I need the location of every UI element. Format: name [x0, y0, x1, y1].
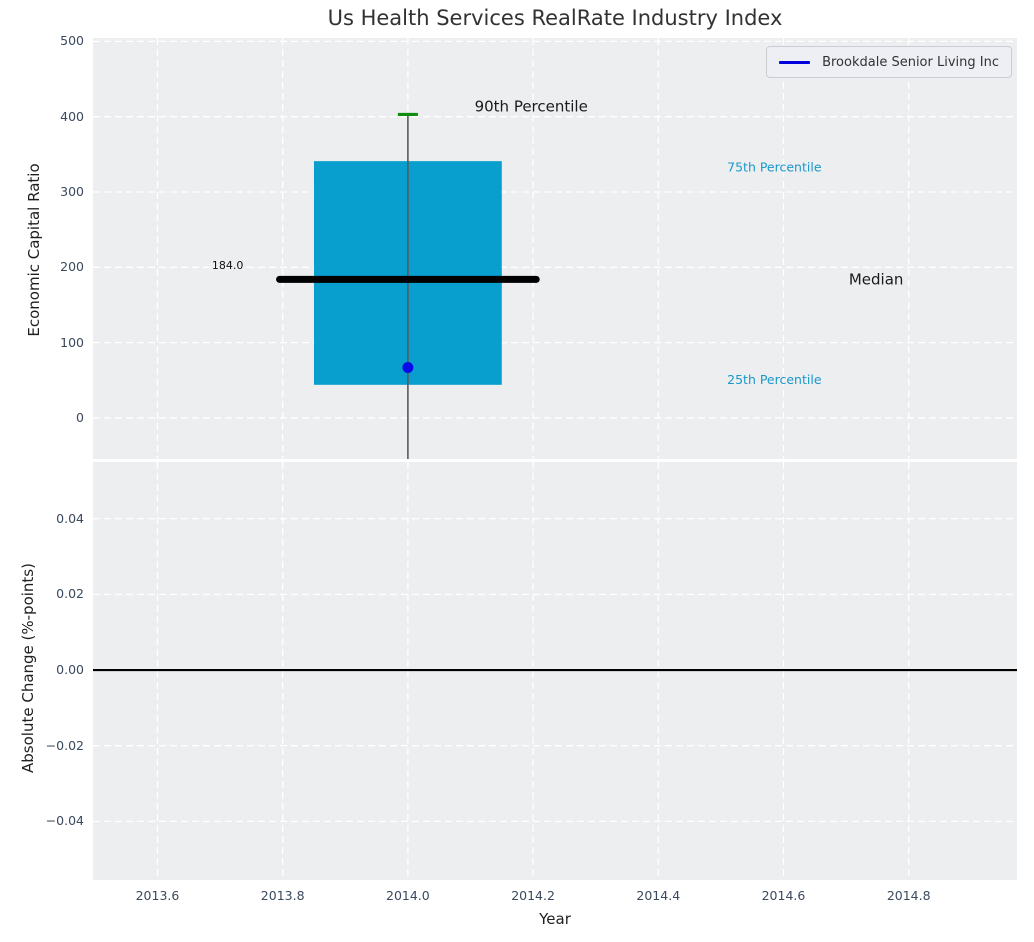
y-axis-label-top: Economic Capital Ratio — [25, 163, 43, 337]
y-tick-label: −0.02 — [45, 737, 84, 753]
annotation-text: 90th Percentile — [475, 97, 588, 115]
x-tick-label: 2014.0 — [386, 888, 430, 903]
y-tick-label: −0.04 — [45, 813, 84, 829]
y-tick-label: 0.02 — [56, 586, 84, 602]
company-data-point[interactable] — [402, 361, 414, 373]
x-tick-label: 2013.8 — [260, 888, 305, 903]
y-tick-label: 300 — [60, 184, 84, 199]
legend-line-sample — [779, 60, 811, 64]
y-tick-label: 400 — [60, 108, 84, 124]
y-axis-label-bottom: Absolute Change (%-points) — [19, 563, 37, 773]
top-plot-svg: 184.0 90th Percentile 75th Percentile Media… — [93, 38, 1017, 459]
y-tick-label: 0.00 — [56, 662, 84, 678]
annotation-text: Median — [849, 271, 904, 289]
annotation-text: 184.0 — [212, 259, 244, 272]
annotation-text: 25th Percentile — [727, 372, 822, 387]
x-tick-label: 2013.6 — [135, 888, 180, 903]
x-axis-label: Year — [539, 910, 571, 928]
y-tick-label: 500 — [60, 33, 84, 49]
y-tick-label: 0.04 — [56, 510, 84, 526]
bottom-plot-svg — [93, 462, 1017, 880]
x-tick-label: 2014.8 — [886, 888, 931, 903]
annotation-text: 75th Percentile — [727, 159, 822, 174]
y-tick-label: 100 — [60, 334, 84, 350]
x-tick-label: 2014.4 — [636, 888, 681, 903]
legend[interactable]: Brookdale Senior Living Inc — [766, 46, 1012, 78]
y-tick-label: 200 — [60, 259, 84, 275]
y-tick-label: 0 — [76, 409, 84, 425]
x-tick-label: 2014.6 — [761, 888, 806, 903]
legend-entry-label: Brookdale Senior Living Inc — [822, 54, 999, 70]
bottom-plot-area — [93, 462, 1017, 880]
x-tick-label: 2014.2 — [511, 888, 555, 903]
top-plot-area: 184.0 90th Percentile 75th Percentile Media… — [93, 38, 1017, 459]
chart-title: Us Health Services RealRate Industry Ind… — [327, 6, 783, 30]
